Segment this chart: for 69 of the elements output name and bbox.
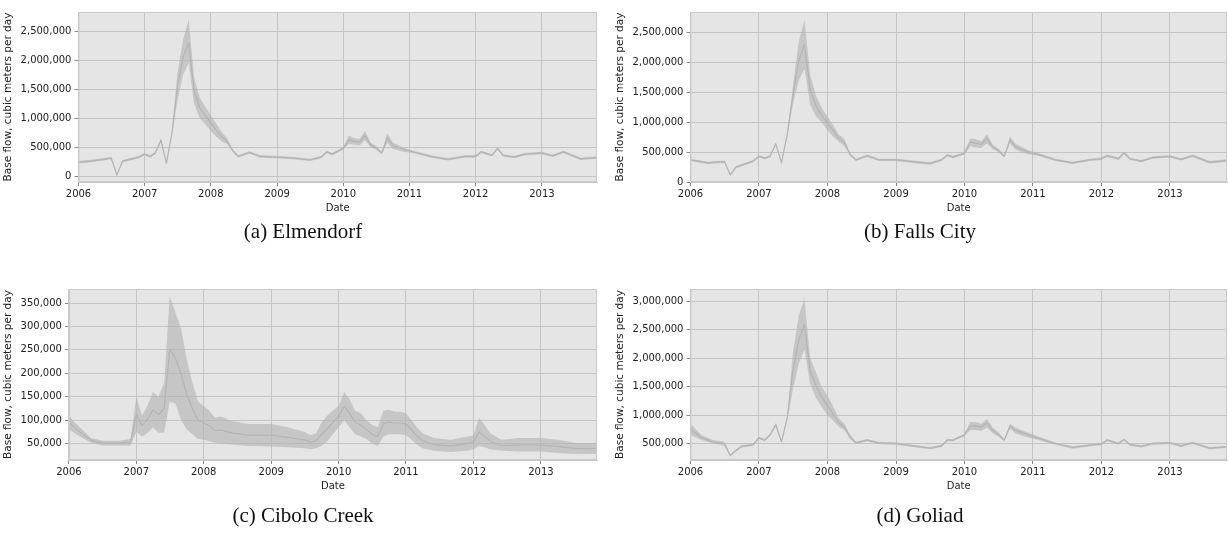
x-tick-label: 2006 — [56, 465, 82, 477]
x-tick-label: 2007 — [746, 465, 772, 477]
x-tick-label: 2008 — [814, 187, 841, 199]
x-tick-label: 2011 — [1020, 465, 1046, 477]
x-tick-label: 2008 — [190, 465, 217, 477]
y-tick-label: 1,500,000 — [20, 82, 72, 94]
x-tick-label: 2012 — [460, 465, 487, 477]
y-tick-label: 2,000,000 — [20, 53, 72, 65]
y-tick-label: 1,000,000 — [20, 111, 72, 123]
x-tick-label: 2008 — [198, 187, 224, 199]
y-tick-label: 100,000 — [20, 413, 62, 425]
text: (c) Cibolo Creek — [231, 502, 375, 528]
text: (b) Falls City — [863, 218, 977, 244]
y-axis-title: Base flow, cubic meters per day — [613, 12, 626, 182]
x-tick-label: 2009 — [883, 465, 909, 477]
y-tick-label: 2,000,000 — [632, 56, 684, 68]
y-tick-label: 500,000 — [642, 145, 684, 157]
y-tick-label: 3,000,000 — [632, 295, 684, 307]
x-tick-label: 2011 — [396, 187, 423, 199]
text: (a) Elmendorf — [242, 218, 364, 244]
y-tick-label: 350,000 — [20, 296, 62, 308]
x-tick-label: 2013 — [528, 465, 554, 477]
y-tick-label: 250,000 — [20, 343, 62, 355]
x-tick-label: 2011 — [1020, 187, 1046, 199]
y-axis-title: Base flow, cubic meters per day — [1, 12, 14, 182]
x-tick-label: 2010 — [325, 465, 352, 477]
x-tick-label: 2012 — [1088, 187, 1115, 199]
x-axis-title: Date — [325, 201, 350, 213]
x-tick-label: 2007 — [123, 465, 150, 477]
x-tick-label: 2013 — [1157, 465, 1183, 477]
x-tick-label: 2010 — [330, 187, 356, 199]
y-tick-label: 1,500,000 — [632, 86, 684, 98]
y-tick-label: 500,000 — [30, 140, 72, 152]
y-tick-label: 300,000 — [20, 320, 62, 332]
y-tick-label: 500,000 — [642, 437, 684, 449]
y-tick-label: 1,000,000 — [632, 115, 684, 127]
y-axis-title: Base flow, cubic meters per day — [1, 290, 14, 459]
x-axis-title: Date — [946, 479, 971, 491]
x-tick-label: 2013 — [529, 187, 555, 199]
x-tick-label: 2009 — [264, 187, 290, 199]
x-tick-label: 2007 — [131, 187, 158, 199]
x-tick-label: 2006 — [65, 187, 92, 199]
x-tick-label: 2010 — [951, 465, 978, 477]
x-axis-title: Date — [946, 201, 971, 213]
text: (d) Goliad — [875, 502, 965, 528]
y-tick-label: 50,000 — [26, 437, 62, 449]
y-tick-label: 2,000,000 — [632, 351, 684, 363]
x-tick-label: 2007 — [746, 187, 772, 199]
x-tick-label: 2006 — [677, 187, 704, 199]
y-axis-title: Base flow, cubic meters per day — [613, 290, 626, 459]
x-tick-label: 2012 — [462, 187, 489, 199]
x-tick-label: 2009 — [883, 187, 909, 199]
x-tick-label: 2010 — [951, 187, 978, 199]
x-tick-label: 2008 — [814, 465, 841, 477]
y-tick-label: 2,500,000 — [632, 26, 684, 38]
x-tick-label: 2011 — [393, 465, 419, 477]
x-tick-label: 2012 — [1088, 465, 1115, 477]
y-tick-label: 200,000 — [20, 366, 62, 378]
y-tick-label: 2,500,000 — [632, 323, 684, 335]
x-tick-label: 2006 — [677, 465, 704, 477]
y-tick-label: 1,500,000 — [632, 380, 684, 392]
y-tick-label: 1,000,000 — [632, 408, 684, 420]
y-tick-label: 0 — [65, 169, 72, 181]
x-tick-label: 2013 — [1157, 187, 1183, 199]
y-tick-label: 2,500,000 — [20, 24, 72, 36]
x-axis-title: Date — [321, 479, 345, 491]
y-tick-label: 150,000 — [20, 390, 62, 402]
y-tick-label: 0 — [677, 175, 684, 187]
x-tick-label: 2009 — [258, 465, 284, 477]
